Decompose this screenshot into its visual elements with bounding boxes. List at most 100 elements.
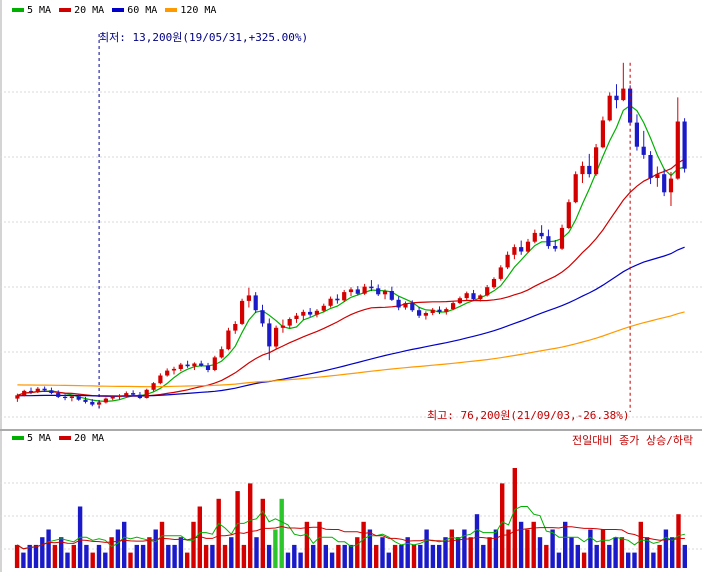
candle-body: [376, 288, 381, 295]
volume-bar: [657, 544, 662, 568]
legend-item: 120 MA: [165, 5, 216, 16]
candle-body: [110, 396, 115, 399]
candle-body: [35, 388, 40, 392]
volume-bar: [52, 544, 58, 568]
volume-bar: [140, 544, 146, 568]
volume-bar: [556, 552, 562, 568]
legend-label: 60 MA: [127, 5, 158, 16]
volume-bar: [103, 552, 108, 568]
volume-bar: [651, 552, 656, 568]
volume-bar: [216, 498, 221, 568]
candle-body: [464, 293, 469, 299]
volume-bar: [159, 521, 165, 568]
volume-bar: [638, 521, 643, 568]
volume-bar: [229, 537, 234, 568]
candle-body: [301, 311, 306, 316]
high-annotation: 최고: 76,200원(21/09/03,-26.38%): [427, 409, 630, 422]
legend-label: 5 MA: [27, 5, 52, 16]
candle-body: [56, 393, 61, 397]
candle-body: [144, 389, 149, 398]
volume-bar: [273, 529, 278, 568]
volume-bar: [594, 544, 599, 568]
volume-bar: [361, 521, 366, 568]
candle-body: [280, 325, 285, 328]
candle-body: [641, 146, 646, 155]
volume-bar: [14, 544, 20, 568]
candle-body: [246, 295, 251, 301]
volume-bar: [172, 544, 177, 568]
candle-body: [253, 295, 258, 311]
candle-body: [171, 368, 177, 371]
ma-5-line: [17, 104, 685, 403]
volume-bar: [197, 506, 202, 568]
volume-bar: [285, 552, 291, 568]
legend-label: 5 MA: [27, 433, 52, 444]
legend-label: 20 MA: [74, 433, 105, 444]
legend-label: 20 MA: [74, 5, 105, 16]
volume-bar: [424, 529, 429, 568]
candle-body: [559, 227, 565, 249]
candle-body: [532, 232, 537, 242]
volume-bar: [569, 537, 574, 568]
volume-bar: [203, 544, 209, 568]
candle-body: [607, 95, 612, 121]
candle-body: [410, 303, 415, 311]
gridlines: [0, 91, 702, 550]
candle-body: [668, 178, 674, 193]
ma-60-line: [17, 246, 685, 397]
candle-body: [42, 388, 47, 391]
candle-body: [457, 298, 462, 304]
volume-bar: [241, 544, 247, 568]
volume-bar: [260, 498, 265, 568]
candle-body: [471, 293, 476, 300]
candle-body: [498, 267, 503, 279]
candle-body: [165, 370, 170, 376]
volume-bar: [468, 537, 473, 568]
volume-bar: [166, 544, 171, 568]
candle-body: [369, 286, 374, 289]
candle-body: [90, 401, 95, 405]
candle-body: [485, 287, 490, 296]
volume-bar: [663, 529, 669, 568]
volume-bar: [336, 544, 341, 568]
candle-body: [478, 295, 483, 300]
candle-body: [335, 298, 340, 301]
volume-bar: [575, 544, 580, 568]
volume-bar: [311, 544, 316, 568]
candle-body: [600, 120, 605, 148]
volume-bar: [474, 514, 480, 568]
low-annotation: 최저: 13,200원(19/05/31,+325.00%): [99, 31, 309, 44]
legend-swatch: [59, 436, 72, 440]
candle-body: [28, 390, 34, 392]
volume-color-note: 전일대비 종가 상승/하락: [572, 434, 694, 447]
volume-bar: [676, 514, 681, 568]
volume-ma-20-line: [16, 525, 685, 550]
candle-body: [226, 330, 231, 350]
volume-bar: [518, 521, 524, 568]
candle-body: [49, 390, 54, 393]
candle-body: [382, 291, 388, 295]
candle-body: [634, 122, 639, 147]
volume-bar: [191, 521, 196, 568]
volume-bar: [27, 544, 32, 568]
volume-bar: [266, 544, 272, 568]
candle-body: [594, 147, 599, 175]
volume-bar: [279, 498, 284, 568]
legend-label: 120 MA: [180, 5, 217, 16]
volume-bar: [544, 544, 549, 568]
price-moving-averages: [17, 104, 685, 403]
volume-bar: [644, 537, 650, 568]
volume-bar: [147, 537, 152, 568]
candle-body: [219, 349, 224, 358]
volume-bar: [254, 537, 259, 568]
price-legend: 5 MA 20 MA 60 MA 120 MA: [12, 5, 224, 16]
candle-body: [22, 390, 27, 396]
candle-body: [437, 309, 442, 312]
candle-body: [15, 395, 20, 399]
volume-bar: [71, 544, 76, 568]
volume-bar: [455, 537, 461, 568]
candle-body: [505, 254, 510, 268]
legend-item: 5 MA: [12, 433, 51, 444]
volume-bar: [613, 537, 618, 568]
